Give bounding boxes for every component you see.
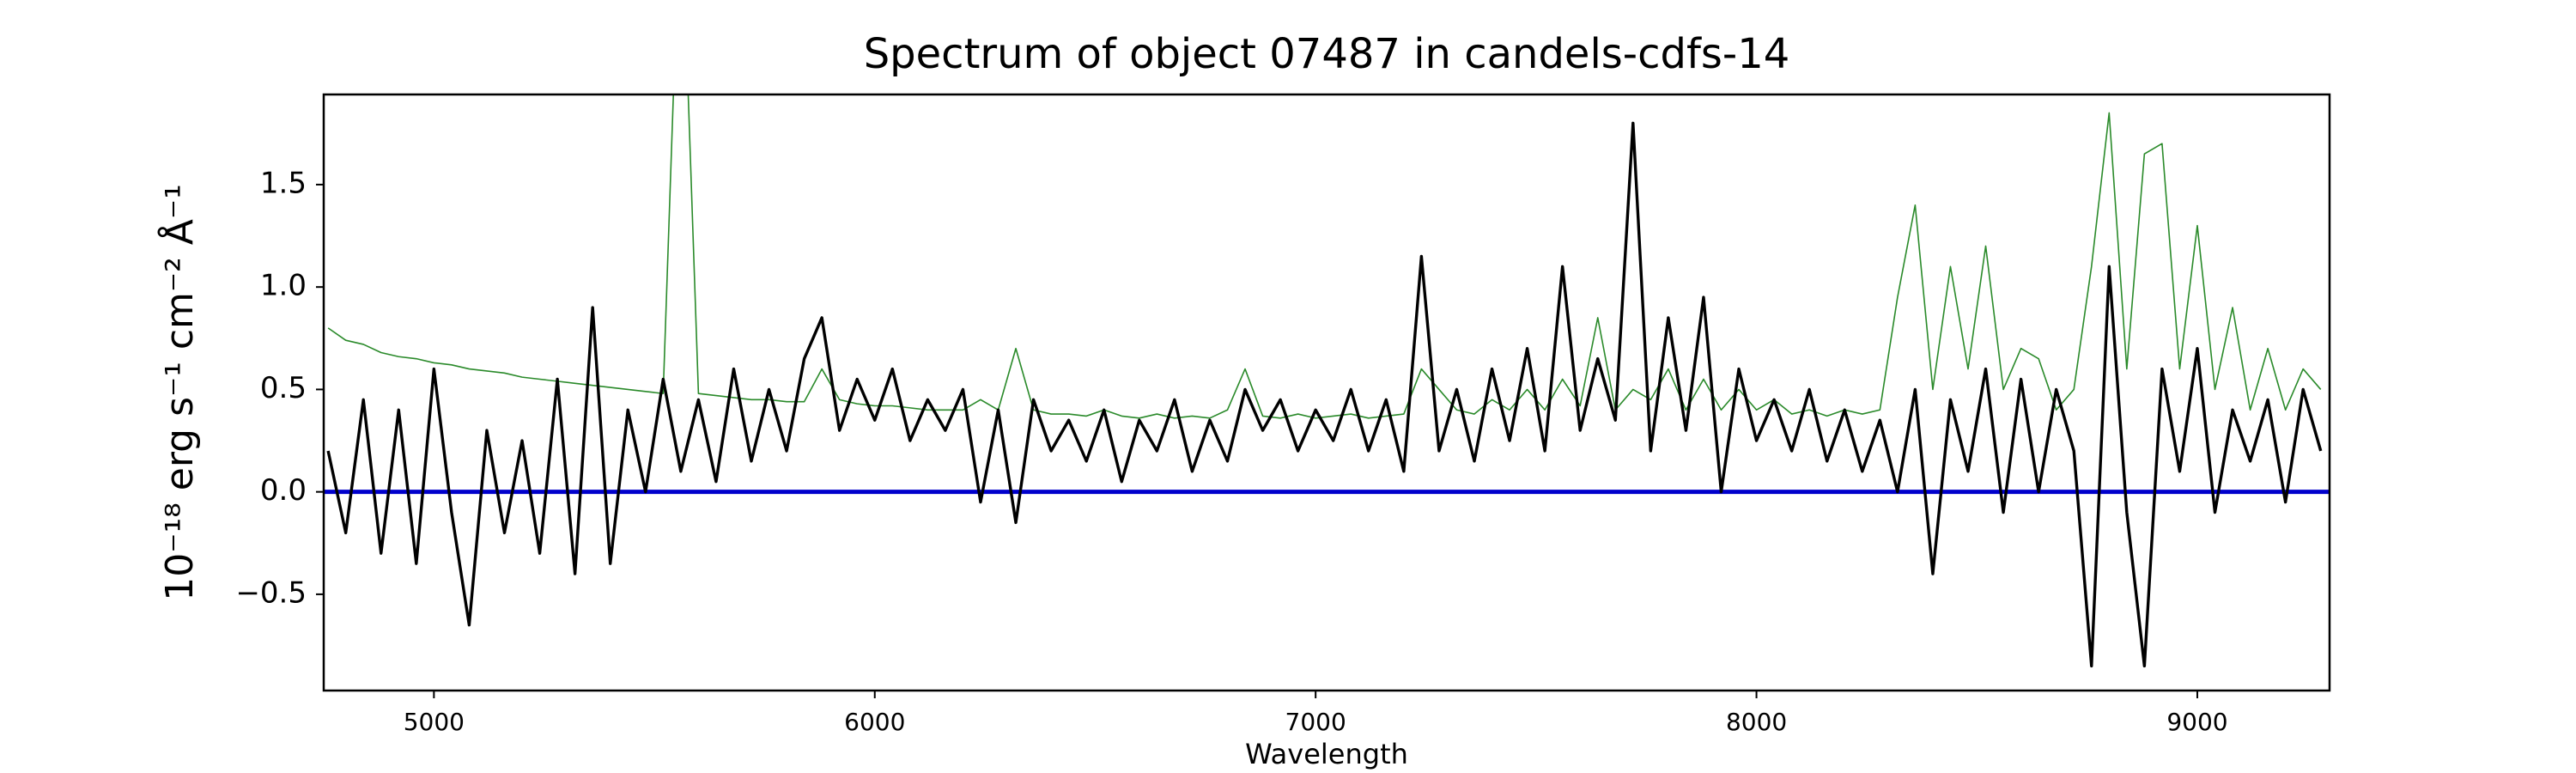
plot-area bbox=[324, 94, 2330, 668]
x-axis-label: Wavelength bbox=[1245, 738, 1408, 770]
x-tick-label: 7000 bbox=[1285, 708, 1346, 736]
axes-frame bbox=[322, 93, 2331, 692]
chart-title: Spectrum of object 07487 in candels-cdfs… bbox=[864, 30, 1790, 78]
y-axis-label: 10⁻¹⁸ erg s⁻¹ cm⁻² Å⁻¹ bbox=[156, 184, 202, 600]
x-tick-label: 9000 bbox=[2166, 708, 2227, 736]
y-tick-label: 1.5 bbox=[260, 166, 307, 200]
x-tick-label: 5000 bbox=[404, 708, 465, 736]
y-tick-label: 0.5 bbox=[260, 371, 307, 405]
spectrum-line bbox=[326, 121, 2323, 668]
y-tick-label: −0.5 bbox=[235, 575, 307, 610]
y-tick-label: 0.0 bbox=[260, 473, 307, 508]
y-tick-label: 1.0 bbox=[260, 269, 307, 303]
x-tick-label: 8000 bbox=[1726, 708, 1787, 736]
x-tick-label: 6000 bbox=[844, 708, 905, 736]
